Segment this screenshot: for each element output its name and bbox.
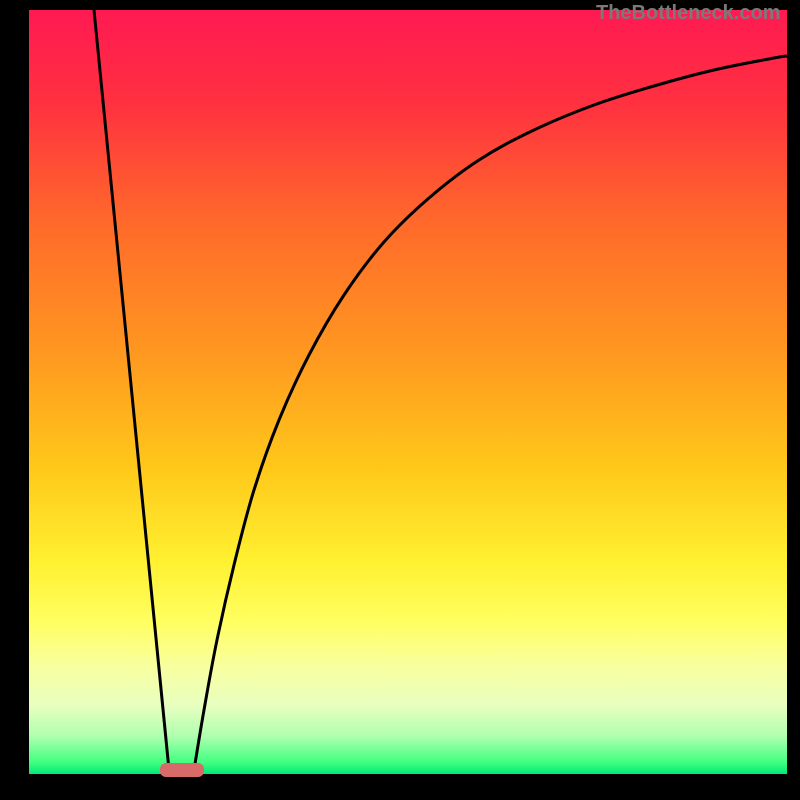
curves-layer <box>29 10 787 774</box>
right-ascending-curve <box>194 56 787 770</box>
valley-marker <box>160 763 204 777</box>
plot-area <box>29 10 787 774</box>
left-descending-line <box>94 10 169 770</box>
chart-container: TheBottleneck.com <box>0 0 800 800</box>
watermark-text: TheBottleneck.com <box>596 2 780 25</box>
